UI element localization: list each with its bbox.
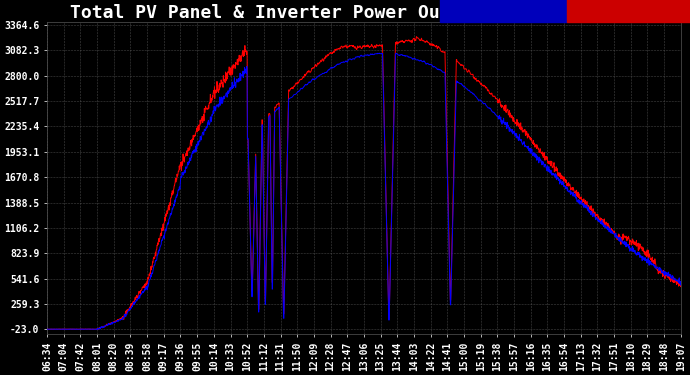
Text: PV Panels (DC Watts): PV Panels (DC Watts) <box>570 5 678 14</box>
Title: Total PV Panel & Inverter Power Output Thu Sep 6 19:15: Total PV Panel & Inverter Power Output T… <box>70 4 658 22</box>
Text: Grid (AC Watts): Grid (AC Watts) <box>443 5 524 14</box>
FancyBboxPatch shape <box>566 0 690 22</box>
FancyBboxPatch shape <box>440 0 566 22</box>
